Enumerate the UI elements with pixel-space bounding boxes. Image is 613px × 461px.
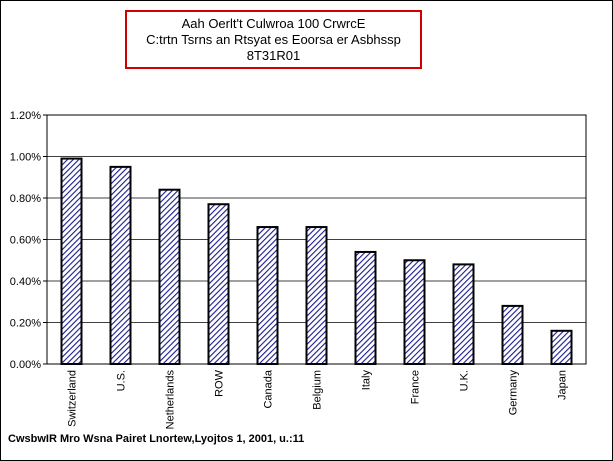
chart-title-box: Aah Oerlt't Culwroa 100 CrwrcE C:trtn Ts… <box>125 10 422 69</box>
bar-netherlands <box>158 188 181 365</box>
chart-subtitle: C:trtn Tsrns an Rtsyat es Eoorsa er Asbh… <box>146 31 401 47</box>
y-tick-label: 1.20% <box>10 110 41 122</box>
source-note: CwsbwIR Mro Wsna Pairet Lnortew,Lyojtos … <box>8 433 305 445</box>
y-tick-label: 0.00% <box>10 359 41 371</box>
x-axis-labels: Switzerland U.S. Netherlands ROW Canada Belgi… <box>67 369 569 429</box>
y-axis: 0.00% 0.20% 0.40% 0.60% 0.80% 1.00% 1.20% <box>10 110 47 371</box>
x-tick-label: Belgium <box>312 370 324 410</box>
x-tick-label: ROW <box>214 369 226 397</box>
x-tick-label: Japan <box>557 370 569 400</box>
x-tick-label: U.K. <box>459 370 471 391</box>
x-tick-label: Germany <box>508 370 520 416</box>
x-tick-label: Italy <box>361 370 373 391</box>
chart-title: Aah Oerlt't Culwroa 100 CrwrcE <box>181 15 366 31</box>
y-tick-label: 0.20% <box>10 318 41 330</box>
bar-canada <box>256 226 279 365</box>
x-tick-label: Netherlands <box>165 370 177 430</box>
bar-germany <box>501 304 524 365</box>
y-tick-label: 0.60% <box>10 235 41 247</box>
bar-italy <box>354 250 377 365</box>
x-tick-label: U.S. <box>116 370 128 391</box>
x-tick-label: Canada <box>263 369 275 408</box>
bar-u-k <box>452 263 475 365</box>
y-tick-label: 1.00% <box>10 152 41 164</box>
bar-belgium <box>305 226 328 365</box>
x-tick-label: France <box>410 370 422 404</box>
x-tick-label: Switzerland <box>67 370 79 427</box>
chart-code: 8T31R01 <box>246 47 301 63</box>
bars <box>60 157 573 365</box>
y-tick-label: 0.80% <box>10 193 41 205</box>
bar-row <box>207 203 230 365</box>
y-tick-label: 0.40% <box>10 276 41 288</box>
bar-switzerland <box>60 157 83 365</box>
bar-u-s <box>109 165 132 365</box>
bar-france <box>403 259 426 365</box>
bar-japan <box>550 329 573 365</box>
